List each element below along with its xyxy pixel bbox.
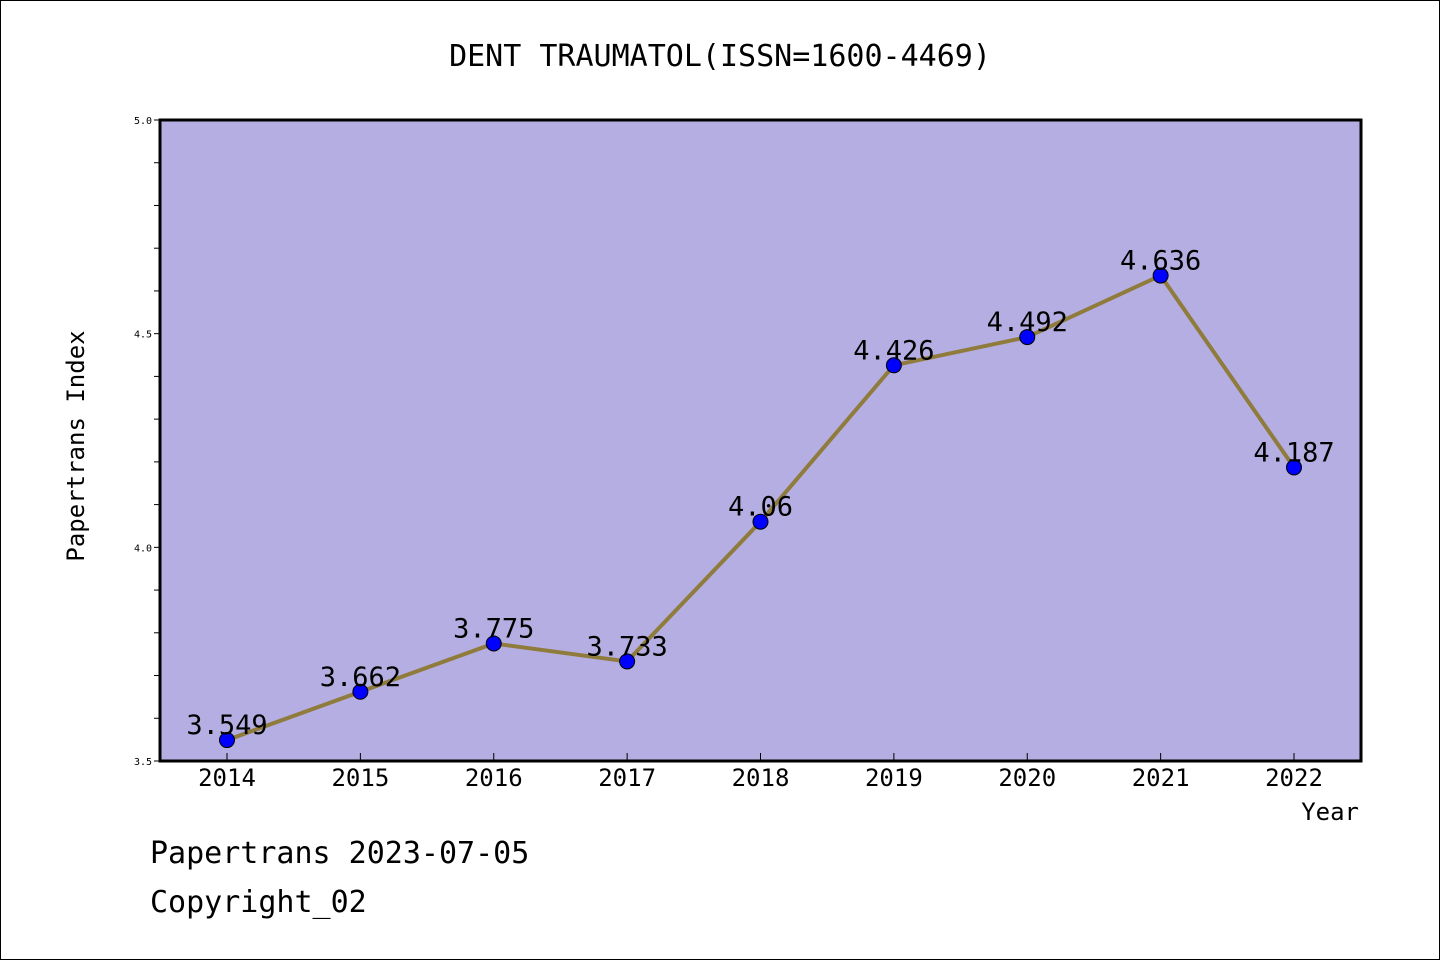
- data-point: [1019, 329, 1036, 346]
- data-label: 3.775: [453, 613, 534, 644]
- x-axis-label: Year: [1301, 798, 1359, 826]
- data-point: [619, 653, 636, 670]
- y-tick-label: 3.5: [134, 757, 152, 768]
- x-tick-label: 2014: [198, 764, 256, 792]
- footer-date: Papertrans 2023-07-05: [150, 836, 530, 871]
- x-tick-label: 2017: [598, 764, 656, 792]
- data-point: [485, 635, 502, 652]
- data-label: 4.06: [728, 492, 793, 523]
- footer-copyright: Copyright_02: [150, 885, 367, 920]
- y-axis: 3.5 4.0 4.5 5.0: [134, 116, 160, 768]
- data-point: [752, 513, 769, 530]
- x-tick-label: 2015: [331, 764, 389, 792]
- y-tick-label: 4.5: [134, 330, 152, 341]
- series: 3.549 3.662 3.775 3.733 4.06 4.426 4.492 4.636 4…: [186, 246, 1335, 749]
- data-label: 4.426: [853, 335, 934, 366]
- data-point: [352, 683, 369, 700]
- x-tick-label: 2021: [1132, 764, 1190, 792]
- x-tick-label: 2016: [465, 764, 523, 792]
- data-label: 4.636: [1120, 246, 1201, 277]
- data-label: 3.662: [320, 662, 401, 693]
- chart-title: DENT TRAUMATOL(ISSN=1600-4469): [449, 39, 991, 74]
- data-label: 4.187: [1253, 437, 1334, 468]
- data-point: [219, 732, 235, 749]
- plot-area: [158, 118, 1363, 763]
- x-tick-label: 2020: [998, 764, 1056, 792]
- y-axis-label: Papertrans Index: [62, 330, 90, 561]
- x-axis: 2014 2015 2016 2017 2018 2019 2020 2021 2022: [198, 753, 1323, 792]
- x-tick-label: 2018: [732, 764, 790, 792]
- x-tick-label: 2022: [1265, 764, 1323, 792]
- y-tick-label: 5.0: [134, 116, 152, 127]
- data-point: [1152, 267, 1169, 284]
- data-label: 4.492: [987, 307, 1068, 338]
- data-label: 3.549: [186, 710, 267, 741]
- data-label: 3.733: [586, 631, 667, 662]
- data-point: [885, 357, 902, 374]
- x-tick-label: 2019: [865, 764, 923, 792]
- y-tick-label: 4.0: [134, 543, 152, 554]
- data-point: [1286, 459, 1302, 476]
